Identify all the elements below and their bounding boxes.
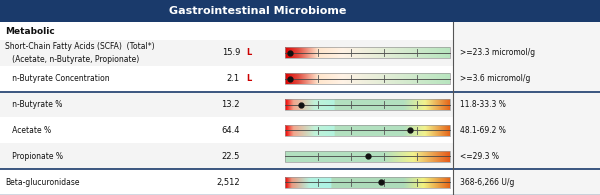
Bar — [0, 92, 453, 117]
Bar — [0, 66, 453, 92]
Text: Gastrointestinal Microbiome: Gastrointestinal Microbiome — [169, 6, 347, 16]
Bar — [0, 143, 453, 169]
Text: Beta-glucuronidase: Beta-glucuronidase — [5, 178, 79, 187]
Text: 368-6,266 U/g: 368-6,266 U/g — [460, 178, 514, 187]
Text: Short-Chain Fatty Acids (SCFA)  (Total*)
   (Acetate, n-Butyrate, Propionate): Short-Chain Fatty Acids (SCFA) (Total*) … — [5, 42, 154, 64]
Text: 64.4: 64.4 — [221, 126, 240, 135]
Bar — [285, 177, 450, 188]
Text: >=3.6 micromol/g: >=3.6 micromol/g — [460, 74, 530, 83]
Text: L: L — [246, 74, 251, 83]
Text: Acetate %: Acetate % — [5, 126, 51, 135]
Bar — [0, 0, 600, 22]
Bar — [285, 151, 450, 162]
Bar — [0, 117, 453, 143]
Bar — [285, 73, 450, 84]
Text: 2.1: 2.1 — [227, 74, 240, 83]
Bar — [453, 22, 600, 195]
Text: L: L — [246, 48, 251, 57]
Text: >=23.3 micromol/g: >=23.3 micromol/g — [460, 48, 535, 57]
Text: n-Butyrate %: n-Butyrate % — [5, 100, 62, 109]
Text: Propionate %: Propionate % — [5, 152, 63, 161]
Text: 13.2: 13.2 — [221, 100, 240, 109]
Text: 11.8-33.3 %: 11.8-33.3 % — [460, 100, 505, 109]
Bar — [285, 125, 450, 136]
Text: n-Butyrate Concentration: n-Butyrate Concentration — [5, 74, 109, 83]
Text: Metabolic: Metabolic — [5, 27, 55, 36]
Text: 48.1-69.2 %: 48.1-69.2 % — [460, 126, 505, 135]
Bar — [0, 40, 453, 66]
Text: 2,512: 2,512 — [217, 178, 240, 187]
Bar — [0, 169, 453, 195]
Bar — [285, 47, 450, 58]
Text: 15.9: 15.9 — [221, 48, 240, 57]
Text: <=29.3 %: <=29.3 % — [460, 152, 499, 161]
Text: 22.5: 22.5 — [221, 152, 240, 161]
Bar — [285, 99, 450, 110]
